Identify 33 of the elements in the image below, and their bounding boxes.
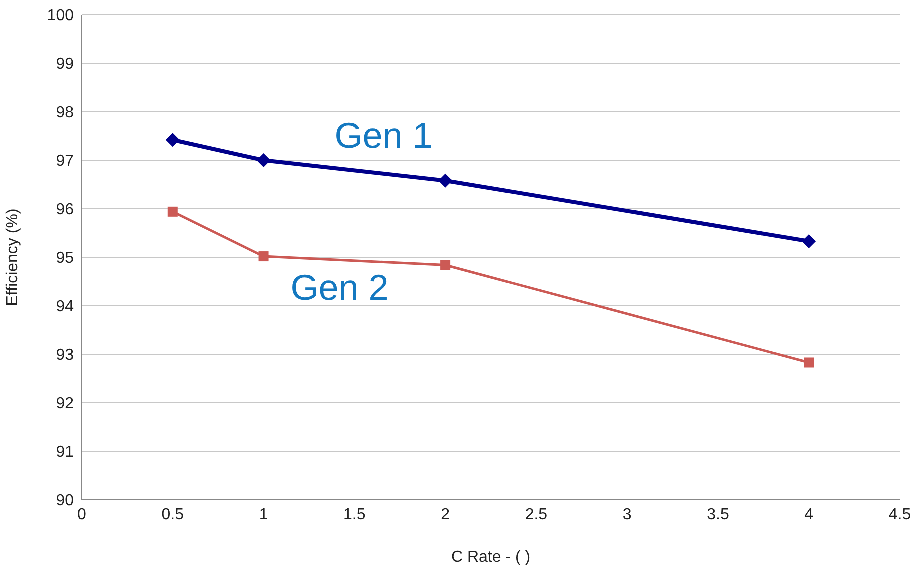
point: [802, 234, 816, 248]
series-label: Gen 2: [290, 267, 389, 308]
y-tick-label: 96: [56, 202, 74, 219]
y-tick-label: 90: [56, 492, 74, 510]
y-tick-label: 99: [56, 56, 74, 74]
x-tick-label: 4.5: [888, 506, 912, 524]
x-tick-label: 1: [259, 506, 268, 524]
point: [438, 174, 453, 188]
point: [166, 133, 180, 148]
y-tick-label: 94: [56, 298, 74, 316]
y-tick-label: 98: [56, 104, 74, 122]
y-tick-label: 95: [56, 250, 74, 268]
series-label: Gen 1: [334, 115, 433, 156]
y-tick-label: 92: [56, 396, 74, 413]
point: [258, 252, 269, 262]
x-tick-label: 2.5: [525, 506, 548, 524]
x-tick-label: 3.5: [707, 506, 730, 524]
x-tick-label: 4: [804, 506, 814, 524]
point: [168, 206, 178, 217]
x-tick-label: 3: [622, 506, 632, 524]
y-tick-label: 100: [47, 8, 74, 25]
x-tick-label: 0.5: [162, 506, 184, 524]
x-tick-label: 2: [441, 506, 450, 524]
x-axis-title: C Rate - ( ): [451, 549, 531, 566]
y-axis-title: Efficiency (%): [4, 208, 22, 306]
point: [256, 154, 271, 168]
y-tick-label: 91: [56, 444, 74, 462]
point: [440, 260, 451, 270]
y-tick-label: 93: [56, 347, 74, 364]
point: [804, 358, 814, 368]
x-tick-label: 1.5: [344, 506, 366, 524]
y-tick-label: 97: [56, 153, 74, 170]
x-tick-label: 0: [78, 506, 87, 524]
